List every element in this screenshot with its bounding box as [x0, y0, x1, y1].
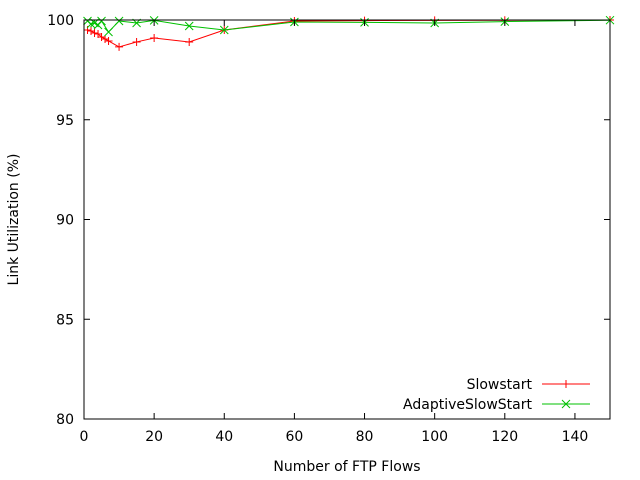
- legend-marker: [562, 380, 570, 388]
- x-tick-label: 60: [285, 429, 303, 445]
- series-AdaptiveSlowStart: [83, 15, 615, 37]
- data-point: [90, 28, 99, 37]
- plot-frame: [83, 19, 611, 420]
- data-point: [184, 21, 194, 31]
- legend: Slowstart AdaptiveSlowStart: [403, 377, 590, 413]
- data-point: [104, 36, 113, 45]
- x-tick-label: 20: [145, 429, 163, 445]
- data-point: [150, 33, 159, 42]
- x-tick-label: 100: [421, 429, 448, 445]
- legend-marker: [561, 399, 571, 409]
- y-tick-label: 100: [47, 13, 74, 29]
- x-tick-label: 140: [562, 429, 589, 445]
- data-point: [132, 37, 141, 46]
- data-point: [115, 42, 124, 51]
- y-tick-label: 90: [56, 213, 74, 229]
- data-point: [97, 32, 106, 41]
- y-tick-label: 80: [56, 412, 74, 428]
- x-axis-label: Number of FTP Flows: [273, 459, 420, 475]
- axis-ticks: 80 85 90 95 100 0 20 40 60 80 100 120 140: [47, 13, 611, 445]
- data-point: [86, 19, 96, 29]
- series-line: [87, 19, 611, 48]
- data-point: [87, 26, 96, 35]
- x-tick-label: 120: [491, 429, 518, 445]
- data-point: [104, 27, 113, 37]
- x-tick-label: 0: [80, 429, 89, 445]
- y-axis-label: Link Utilization (%): [6, 154, 22, 286]
- plot-marks: [83, 15, 615, 51]
- legend-label: AdaptiveSlowStart: [403, 397, 532, 413]
- x-tick-label: 80: [356, 429, 374, 445]
- data-point: [101, 34, 110, 43]
- data-point: [114, 16, 124, 26]
- data-point: [185, 37, 194, 46]
- series-line: [87, 19, 611, 33]
- x-tick-label: 40: [215, 429, 233, 445]
- data-point: [219, 25, 229, 35]
- y-tick-label: 95: [56, 113, 74, 129]
- y-tick-label: 85: [56, 312, 74, 328]
- legend-label: Slowstart: [467, 377, 533, 393]
- data-point: [97, 16, 106, 26]
